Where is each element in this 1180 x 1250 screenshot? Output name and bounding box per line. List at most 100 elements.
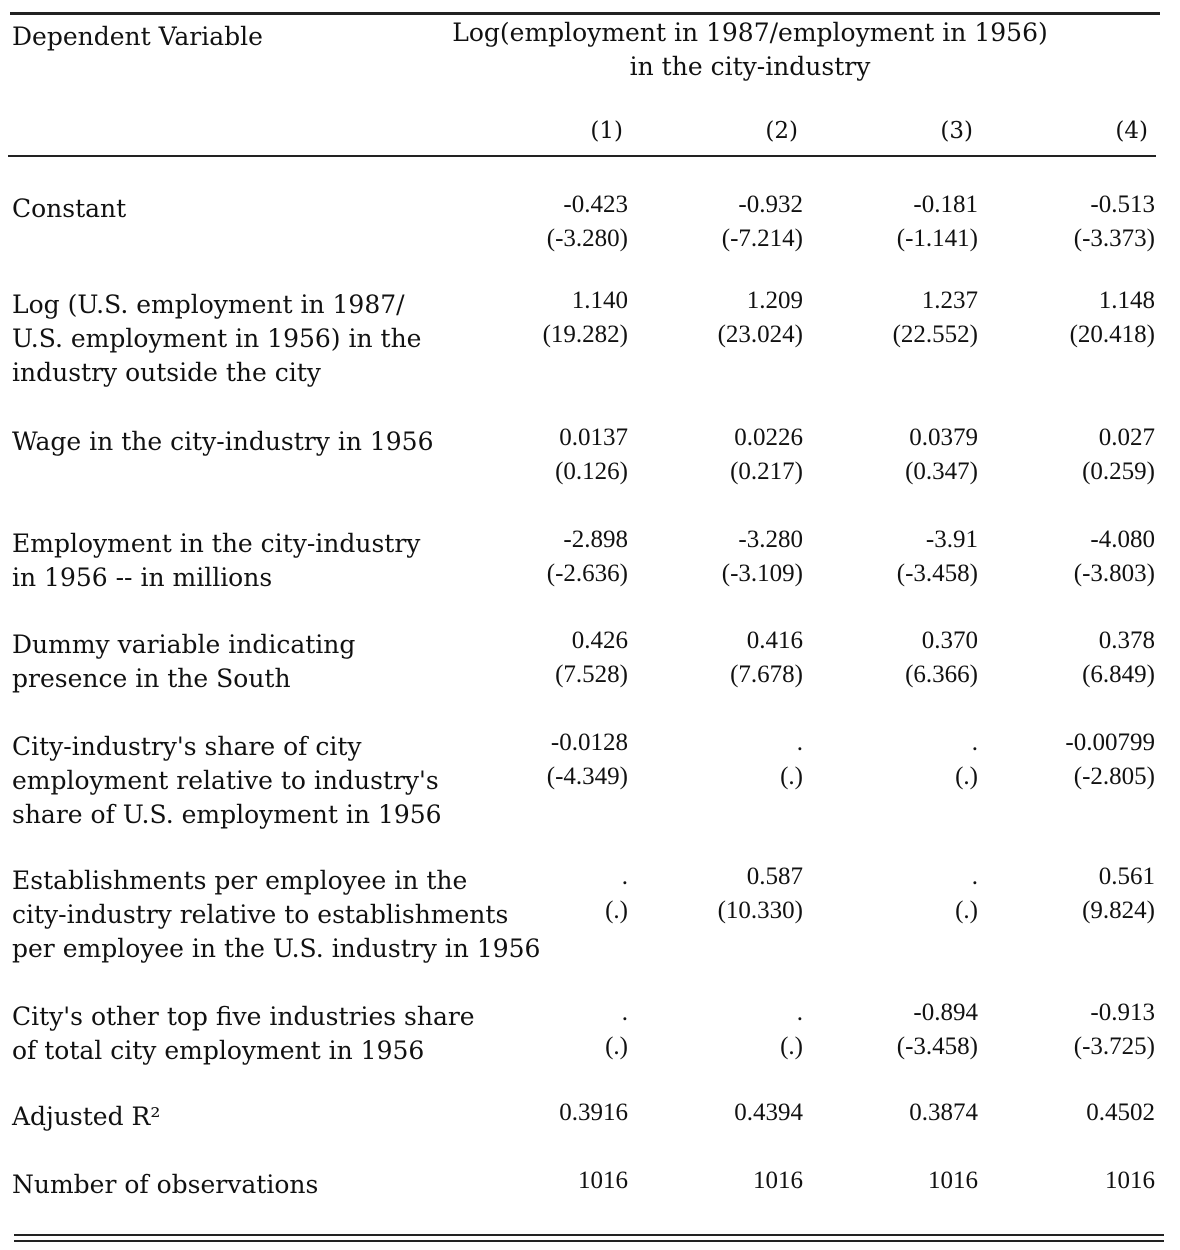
row-label: Employment in the city-industry in 1956 -… xyxy=(12,527,420,595)
bottom-rule-2 xyxy=(14,1240,1164,1242)
coefficient: 1.209 xyxy=(746,287,803,314)
table-cell: 0.370 (6.366) xyxy=(818,624,978,692)
row-label-line: Number of observations xyxy=(12,1170,319,1199)
top-rule xyxy=(10,12,1160,15)
coefficient: 0.027 xyxy=(1098,424,1155,451)
coefficient: 1016 xyxy=(928,1167,978,1194)
column-header-3: (3) xyxy=(940,118,973,144)
t-statistic: (22.552) xyxy=(892,321,978,348)
coefficient: 0.4394 xyxy=(734,1099,803,1126)
coefficient: -0.894 xyxy=(913,999,978,1026)
row-label-line: Wage in the city-industry in 1956 xyxy=(12,427,434,456)
row-label-line: City's other top five industries share xyxy=(12,1002,475,1031)
coefficient: -4.080 xyxy=(1090,526,1155,553)
coefficient: -0.513 xyxy=(1090,191,1155,218)
table-cell: . (.) xyxy=(468,860,628,928)
coefficient: 0.4502 xyxy=(1086,1099,1155,1126)
table-cell: 0.426 (7.528) xyxy=(468,624,628,692)
coefficient: 1016 xyxy=(1105,1167,1155,1194)
row-label-line: of total city employment in 1956 xyxy=(12,1036,425,1065)
table-cell: 0.587 (10.330) xyxy=(643,860,803,928)
table-cell: -0.00799 (-2.805) xyxy=(995,726,1155,794)
table-cell: -0.913 (-3.725) xyxy=(995,996,1155,1064)
coefficient: -0.423 xyxy=(563,191,628,218)
table-cell: 0.0226 (0.217) xyxy=(643,421,803,489)
t-statistic: (-3.458) xyxy=(896,1033,978,1060)
coefficient: 0.0137 xyxy=(559,424,628,451)
dependent-title-line-2: in the city-industry xyxy=(629,52,871,81)
row-label: Establishments per employee in the city-i… xyxy=(12,864,540,966)
dependent-variable-label: Dependent Variable xyxy=(12,22,263,51)
t-statistic: (-7.214) xyxy=(721,225,803,252)
table-cell: -0.513 (-3.373) xyxy=(995,188,1155,256)
table-cell: 1.237 (22.552) xyxy=(818,284,978,352)
t-statistic: (-3.109) xyxy=(721,560,803,587)
coefficient: -0.181 xyxy=(913,191,978,218)
table-cell: 0.416 (7.678) xyxy=(643,624,803,692)
coefficient: 0.0226 xyxy=(734,424,803,451)
row-label-line: Adjusted R² xyxy=(12,1102,161,1131)
missing-coefficient: . xyxy=(971,729,978,756)
t-statistic: (-2.805) xyxy=(1073,763,1155,790)
table-cell: 1.209 (23.024) xyxy=(643,284,803,352)
bottom-rule-1 xyxy=(14,1234,1164,1236)
table-cell: -4.080 (-3.803) xyxy=(995,523,1155,591)
t-statistic: (6.849) xyxy=(1082,661,1155,688)
missing-coefficient: . xyxy=(796,999,803,1026)
t-statistic: (.) xyxy=(605,1033,628,1060)
t-statistic: (0.217) xyxy=(730,458,803,485)
row-label: Adjusted R² xyxy=(12,1100,160,1134)
table-cell: -0.181 (-1.141) xyxy=(818,188,978,256)
row-label: Number of observations xyxy=(12,1168,318,1202)
row-label-line: city-industry relative to establishments xyxy=(12,900,509,929)
coefficient: 0.561 xyxy=(1098,863,1155,890)
table-cell: . (.) xyxy=(818,726,978,794)
row-label: Log (U.S. employment in 1987/U.S. employ… xyxy=(12,288,421,390)
table-cell: -0.894 (-3.458) xyxy=(818,996,978,1064)
t-statistic: (-4.349) xyxy=(546,763,628,790)
row-label-line: industry outside the city xyxy=(12,358,321,387)
table-cell: . (.) xyxy=(643,996,803,1064)
coefficient: 1.148 xyxy=(1098,287,1155,314)
t-statistic: (-3.280) xyxy=(546,225,628,252)
table-cell: 1016 xyxy=(468,1164,628,1198)
t-statistic: (19.282) xyxy=(542,321,628,348)
table-cell: 0.4394 xyxy=(643,1096,803,1130)
row-label: City-industry's share of city employment … xyxy=(12,730,442,832)
table-cell: -2.898 (-2.636) xyxy=(468,523,628,591)
table-cell: -3.91 (-3.458) xyxy=(818,523,978,591)
column-header-4: (4) xyxy=(1115,118,1148,144)
table-cell: 1.148 (20.418) xyxy=(995,284,1155,352)
t-statistic: (-3.373) xyxy=(1073,225,1155,252)
coefficient: -3.280 xyxy=(738,526,803,553)
coefficient: -0.0128 xyxy=(550,729,628,756)
t-statistic: (-3.458) xyxy=(896,560,978,587)
coefficient: 1.140 xyxy=(571,287,628,314)
table-cell: -3.280 (-3.109) xyxy=(643,523,803,591)
coefficient: 0.0379 xyxy=(909,424,978,451)
t-statistic: (7.678) xyxy=(730,661,803,688)
coefficient: -0.00799 xyxy=(1065,729,1155,756)
table-cell: 1.140 (19.282) xyxy=(468,284,628,352)
missing-coefficient: . xyxy=(796,729,803,756)
row-label-line: City-industry's share of city xyxy=(12,732,362,761)
table-cell: 0.3874 xyxy=(818,1096,978,1130)
table-cell: 0.0137 (0.126) xyxy=(468,421,628,489)
t-statistic: (7.528) xyxy=(555,661,628,688)
row-label-line: Log (U.S. employment in 1987/ xyxy=(12,290,405,319)
table-cell: 0.3916 xyxy=(468,1096,628,1130)
row-label-line: in 1956 -- in millions xyxy=(12,563,273,592)
coefficient: 0.370 xyxy=(921,627,978,654)
row-label-line: U.S. employment in 1956) in the xyxy=(12,324,422,353)
coefficient: 0.378 xyxy=(1098,627,1155,654)
coefficient: 1016 xyxy=(753,1167,803,1194)
t-statistic: (10.330) xyxy=(717,897,803,924)
row-label: Dummy variable indicating presence in the… xyxy=(12,628,355,696)
t-statistic: (.) xyxy=(780,1033,803,1060)
table-cell: . (.) xyxy=(468,996,628,1064)
table-cell: 0.0379 (0.347) xyxy=(818,421,978,489)
missing-coefficient: . xyxy=(971,863,978,890)
missing-coefficient: . xyxy=(621,863,628,890)
t-statistic: (.) xyxy=(955,763,978,790)
coefficient: -0.932 xyxy=(738,191,803,218)
